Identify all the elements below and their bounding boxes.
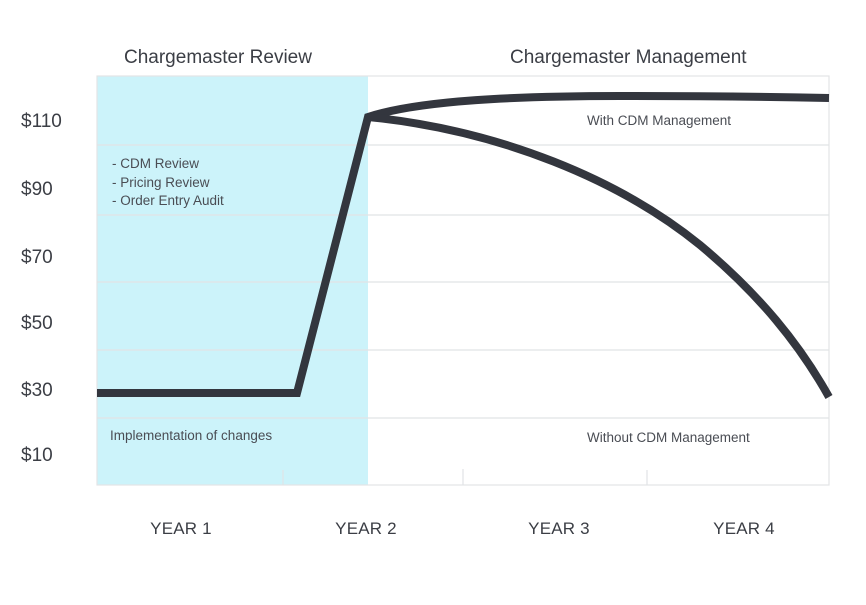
- without-cdm-label: Without CDM Management: [587, 430, 750, 445]
- y-tick-50: $50: [21, 313, 53, 334]
- implementation-label: Implementation of changes: [110, 428, 273, 443]
- review-item-order-entry: - Order Entry Audit: [112, 193, 224, 208]
- x-tick-year-2: YEAR 2: [335, 519, 397, 538]
- series-with-cdm-line: [97, 91, 830, 397]
- section-title-management: Chargemaster Management: [510, 47, 747, 68]
- review-item-cdm: - CDM Review: [112, 156, 200, 171]
- gridlines: [97, 144, 829, 419]
- x-tick-year-1: YEAR 1: [150, 519, 212, 538]
- y-tick-110: $110: [21, 111, 62, 132]
- review-item-pricing: - Pricing Review: [112, 174, 210, 190]
- with-cdm-label: With CDM Management: [587, 113, 732, 128]
- review-items-list: - CDM Review - Pricing Review - Order En…: [112, 155, 224, 211]
- series-without-cdm-line: [367, 113, 833, 399]
- x-tick-year-4: YEAR 4: [713, 519, 775, 538]
- x-tick-marks: [282, 469, 648, 485]
- y-tick-30: $30: [21, 380, 53, 401]
- y-tick-10: $10: [21, 445, 53, 466]
- y-tick-70: $70: [21, 247, 53, 268]
- y-tick-90: $90: [21, 179, 53, 200]
- section-title-review: Chargemaster Review: [124, 47, 312, 68]
- x-tick-year-3: YEAR 3: [528, 519, 590, 538]
